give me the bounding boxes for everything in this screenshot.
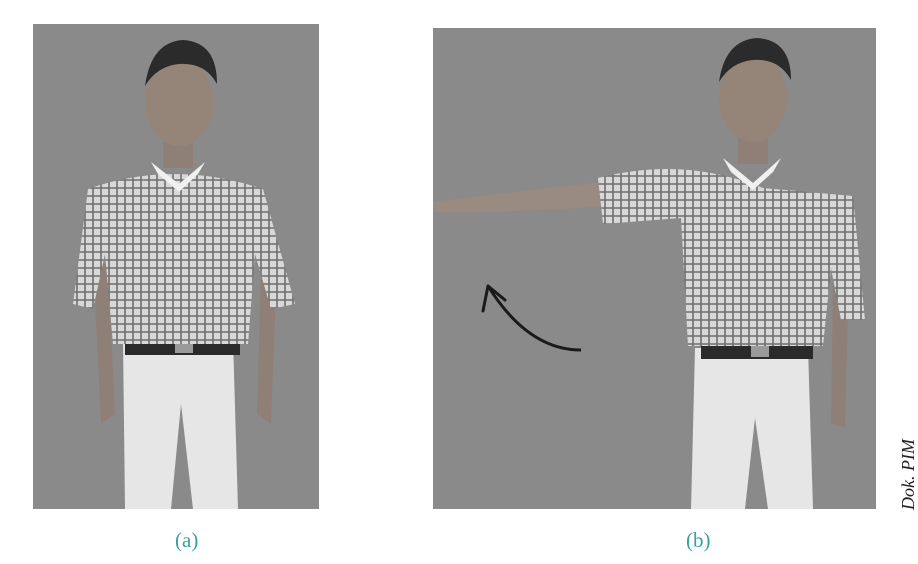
motion-arrow-icon (486, 285, 582, 352)
photo-panel-a (33, 24, 319, 509)
panel-b-caption: (b) (686, 528, 711, 552)
photo-credit: Dok. PIM (898, 439, 918, 510)
photo-panel-b (433, 28, 876, 509)
panel-a-caption: (a) (175, 528, 199, 552)
person-arm-raised-illustration (433, 38, 865, 509)
person-standing-arms-down-illustration (73, 40, 295, 509)
